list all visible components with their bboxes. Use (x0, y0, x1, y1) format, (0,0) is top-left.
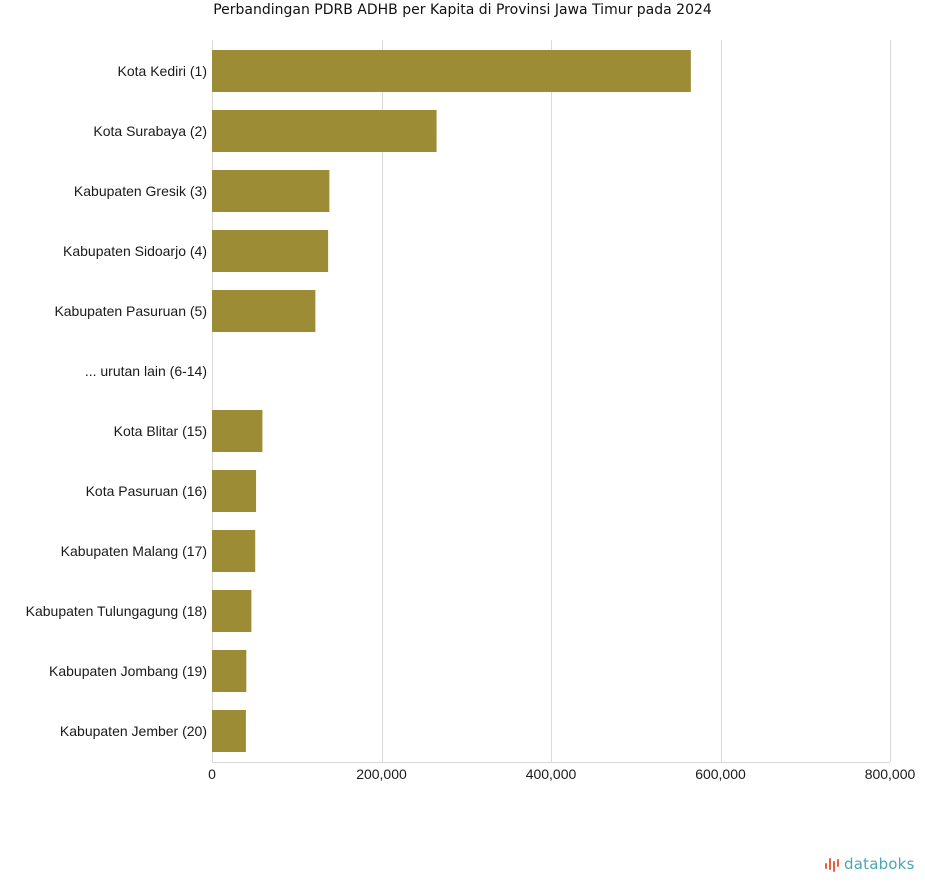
category-label-4: Kabupaten Pasuruan (5) (54, 303, 207, 319)
bar-11[interactable] (212, 710, 246, 752)
x-tick-label-2: 400,000 (526, 766, 577, 782)
x-tick-label-0: 0 (208, 766, 216, 782)
x-tick-label-4: 800,000 (865, 766, 916, 782)
bar-2[interactable] (212, 170, 330, 212)
category-label-0: Kota Kediri (1) (118, 63, 207, 79)
category-label-layer: Kota Kediri (1) Kota Surabaya (2) Kabupate… (26, 63, 207, 739)
x-axis-tick-layer: 0 200,000 400,000 600,000 800,000 (208, 766, 915, 782)
bar-layer (212, 50, 691, 752)
bar-1[interactable] (212, 110, 437, 152)
bar-7[interactable] (212, 470, 257, 512)
brand-name: databoks (844, 855, 915, 873)
bar-3[interactable] (212, 230, 329, 272)
bar-0[interactable] (212, 50, 691, 92)
databoks-logo-icon (825, 858, 839, 872)
grid-layer (212, 40, 891, 763)
category-label-9: Kabupaten Tulungagung (18) (26, 603, 207, 619)
category-label-10: Kabupaten Jombang (19) (49, 663, 207, 679)
x-tick-label-3: 600,000 (695, 766, 746, 782)
bar-6[interactable] (212, 410, 263, 452)
category-label-2: Kabupaten Gresik (3) (74, 183, 207, 199)
category-label-7: Kota Pasuruan (16) (86, 483, 207, 499)
category-label-1: Kota Surabaya (2) (93, 123, 207, 139)
category-label-3: Kabupaten Sidoarjo (4) (63, 243, 207, 259)
bar-4[interactable] (212, 290, 316, 332)
category-label-11: Kabupaten Jember (20) (60, 723, 207, 739)
bar-8[interactable] (212, 530, 256, 572)
category-label-8: Kabupaten Malang (17) (61, 543, 207, 559)
chart-title: Perbandingan PDRB ADHB per Kapita di Pro… (213, 2, 712, 18)
bar-9[interactable] (212, 590, 252, 632)
category-label-5: ... urutan lain (6-14) (85, 363, 207, 379)
databoks-brand: databoks (824, 855, 915, 873)
x-tick-label-1: 200,000 (356, 766, 407, 782)
bar-10[interactable] (212, 650, 247, 692)
category-label-6: Kota Blitar (15) (114, 423, 207, 439)
